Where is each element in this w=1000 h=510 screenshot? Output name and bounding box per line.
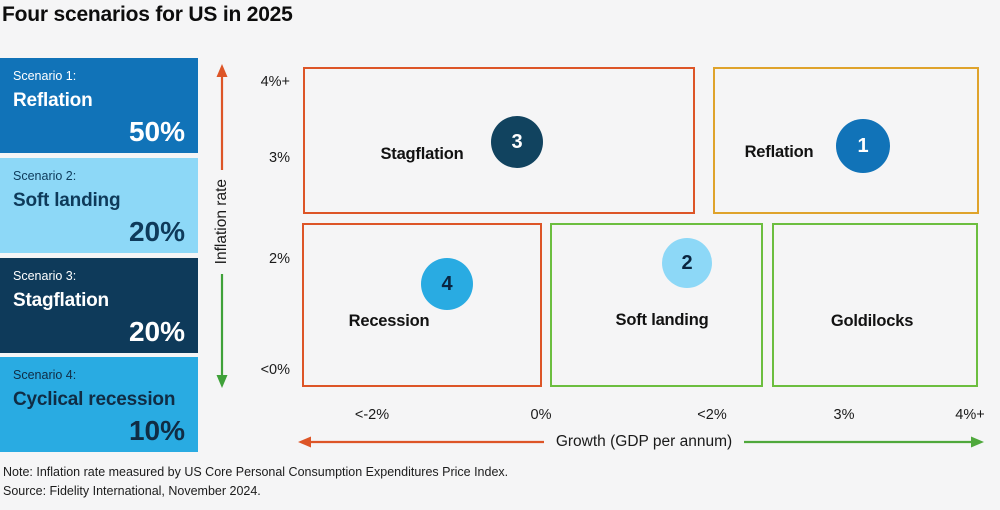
y-tick: <0% — [260, 362, 290, 378]
scenario-name: Stagflation — [13, 290, 109, 311]
region-label-reflation: Reflation — [744, 143, 814, 161]
region-label-recession: Recession — [348, 312, 430, 330]
scenario-probability: 50% — [128, 116, 185, 147]
y-tick: 3% — [269, 150, 290, 166]
y-axis-up-arrow-icon — [216, 64, 228, 170]
scenario-number-badge-3: 3 — [491, 116, 543, 168]
scenario-name: Soft landing — [13, 190, 121, 211]
y-tick: 4%+ — [260, 74, 290, 90]
x-tick: <-2% — [354, 407, 390, 423]
x-tick: 3% — [833, 407, 855, 423]
scenario-number-badge-1: 1 — [836, 119, 890, 173]
scenario-probability: 20% — [128, 216, 185, 247]
x-axis-title: Growth (GDP per annum) — [555, 433, 733, 450]
region-box-recession — [302, 223, 542, 387]
scenario-number-badge-4: 4 — [421, 258, 473, 310]
source-line: Source: Fidelity International, November… — [3, 484, 261, 498]
region-label-soft-landing: Soft landing — [615, 311, 709, 329]
region-box-soft-landing — [550, 223, 763, 387]
page-title: Four scenarios for US in 2025 — [2, 3, 293, 26]
scenario-probability: 20% — [128, 316, 185, 347]
scenario-card-reflation: Scenario 1: Reflation 50% — [0, 58, 198, 153]
y-tick: 2% — [269, 251, 290, 267]
scenario-number-badge-2: 2 — [662, 238, 712, 288]
scenario-label: Scenario 4: — [13, 368, 77, 382]
region-label-stagflation: Stagflation — [380, 145, 464, 163]
x-tick: 4%+ — [955, 407, 985, 423]
scenario-probability: 10% — [128, 415, 185, 446]
region-box-reflation — [713, 67, 979, 214]
x-tick: <2% — [697, 407, 727, 423]
scenario-card-stagflation: Scenario 3: Stagflation 20% — [0, 258, 198, 353]
scenario-label: Scenario 3: — [13, 269, 77, 283]
scenario-label: Scenario 2: — [13, 169, 77, 183]
x-tick: 0% — [530, 407, 552, 423]
scenario-name: Cyclical recession — [13, 389, 176, 410]
y-axis-down-arrow-icon — [216, 274, 228, 388]
region-box-goldilocks — [772, 223, 978, 387]
note-line: Note: Inflation rate measured by US Core… — [3, 465, 509, 479]
x-axis-right-arrow-icon — [744, 436, 984, 448]
region-box-stagflation — [303, 67, 695, 214]
x-axis-left-arrow-icon — [298, 436, 544, 448]
footnotes: Note: Inflation rate measured by US Core… — [3, 463, 508, 501]
scenario-card-soft-landing: Scenario 2: Soft landing 20% — [0, 158, 198, 253]
scenario-name: Reflation — [13, 90, 93, 111]
scenario-label: Scenario 1: — [13, 69, 77, 83]
scenario-card-cyclical-recession: Scenario 4: Cyclical recession 10% — [0, 357, 198, 452]
region-label-goldilocks: Goldilocks — [830, 312, 914, 330]
